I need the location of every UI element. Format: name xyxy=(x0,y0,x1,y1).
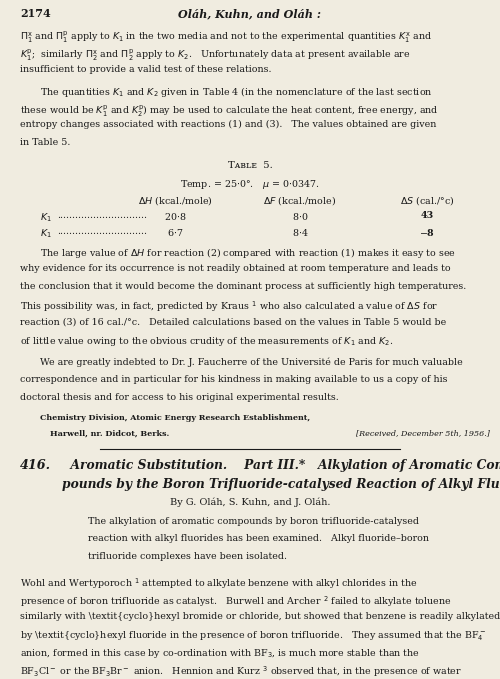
Text: 43: 43 xyxy=(421,211,434,220)
Text: in Table 5.: in Table 5. xyxy=(20,138,70,147)
Text: these would be $K_1^{\rm p}$ and $K_2^{\rm p}$) may be used to calculate the hea: these would be $K_1^{\rm p}$ and $K_2^{\… xyxy=(20,103,438,119)
Text: Harwell, nr. Didcot, Berks.: Harwell, nr. Didcot, Berks. xyxy=(50,429,169,437)
Text: the conclusion that it would become the dominant process at sufficiently high te: the conclusion that it would become the … xyxy=(20,282,466,291)
Text: We are greatly indebted to Dr. J. Faucherre of the Université de Paris for much : We are greatly indebted to Dr. J. Fauche… xyxy=(40,358,463,367)
Text: of little value owing to the obvious crudity of the measurements of $K_1$ and $K: of little value owing to the obvious cru… xyxy=(20,335,394,348)
Text: trifluoride complexes have been isolated.: trifluoride complexes have been isolated… xyxy=(88,552,286,561)
Text: [Received, December 5th, 1956.]: [Received, December 5th, 1956.] xyxy=(356,429,490,437)
Text: $-$8: $-$8 xyxy=(420,227,436,238)
Text: The large value of $\Delta H$ for reaction (2) compared with reaction (1) makes : The large value of $\Delta H$ for reacti… xyxy=(40,246,456,261)
Text: $K_1$: $K_1$ xyxy=(40,227,52,240)
Text: doctoral thesis and for access to his original experimental results.: doctoral thesis and for access to his or… xyxy=(20,393,339,402)
Text: Oláh, Kuhn, and Oláh :: Oláh, Kuhn, and Oláh : xyxy=(178,8,322,19)
Text: $\Delta H$ (kcal./mole): $\Delta H$ (kcal./mole) xyxy=(138,194,212,207)
Text: reaction with alkyl fluorides has been examined.   Alkyl fluoride–boron: reaction with alkyl fluorides has been e… xyxy=(88,534,428,543)
Text: The alkylation of aromatic compounds by boron trifluoride-catalysed: The alkylation of aromatic compounds by … xyxy=(88,517,418,526)
Text: The quantities $K_1$ and $K_2$ given in Table 4 (in the nomenclature of the last: The quantities $K_1$ and $K_2$ given in … xyxy=(40,85,432,99)
Text: $\Delta F$ (kcal./mole): $\Delta F$ (kcal./mole) xyxy=(264,194,336,207)
Text: BF$_3$Cl$^-$ or the BF$_3$Br$^-$ anion.   Hennion and Kurz $^3$ observed that, i: BF$_3$Cl$^-$ or the BF$_3$Br$^-$ anion. … xyxy=(20,665,462,679)
Text: insufficient to provide a valid test of these relations.: insufficient to provide a valid test of … xyxy=(20,65,272,73)
Text: Temp. = 25$\cdot$0°.   $\mu$ = 0$\cdot$0347.: Temp. = 25$\cdot$0°. $\mu$ = 0$\cdot$034… xyxy=(180,178,320,191)
Text: 8$\cdot$4: 8$\cdot$4 xyxy=(292,227,308,238)
Text: $K_1$: $K_1$ xyxy=(40,211,52,223)
Text: presence of boron trifluoride as catalyst.   Burwell and Archer $^2$ failed to a: presence of boron trifluoride as catalys… xyxy=(20,594,452,609)
Text: anion, formed in this case by co-ordination with BF$_3$, is much more stable tha: anion, formed in this case by co-ordinat… xyxy=(20,647,420,660)
Text: correspondence and in particular for his kindness in making available to us a co: correspondence and in particular for his… xyxy=(20,375,448,384)
Text: Chemistry Division, Atomic Energy Research Establishment,: Chemistry Division, Atomic Energy Resear… xyxy=(40,414,310,422)
Text: Aromatic Substitution.    Part III.*   Alkylation of Aromatic Com-: Aromatic Substitution. Part III.* Alkyla… xyxy=(62,459,500,472)
Text: $\Pi_1^{\rm x}$ and $\Pi_1^{\rm p}$ apply to $K_1$ in the two media and not to t: $\Pi_1^{\rm x}$ and $\Pi_1^{\rm p}$ appl… xyxy=(20,29,432,45)
Text: ..............................: .............................. xyxy=(58,211,148,220)
Text: By G. Oláh, S. Kuhn, and J. Oláh.: By G. Oláh, S. Kuhn, and J. Oláh. xyxy=(170,497,330,507)
Text: similarly with \textit{cyclo}hexyl bromide or chloride, but showed that benzene : similarly with \textit{cyclo}hexyl bromi… xyxy=(20,612,500,621)
Text: This possibility was, in fact, predicted by Kraus $^1$ who also calculated a val: This possibility was, in fact, predicted… xyxy=(20,299,438,314)
Text: ..............................: .............................. xyxy=(58,227,148,236)
Text: pounds by the Boron Trifluoride-catalysed Reaction of Alkyl Fluorides.: pounds by the Boron Trifluoride-catalyse… xyxy=(62,478,500,491)
Text: $\Delta S$ (cal./°c): $\Delta S$ (cal./°c) xyxy=(400,194,455,207)
Text: why evidence for its occurrence is not readily obtained at room temperature and : why evidence for its occurrence is not r… xyxy=(20,264,450,273)
Text: $K_1^{\rm p}$;  similarly $\Pi_2^{\rm x}$ and $\Pi_2^{\rm p}$ apply to $K_2$.   : $K_1^{\rm p}$; similarly $\Pi_2^{\rm x}$… xyxy=(20,47,410,63)
Text: 6$\cdot$7: 6$\cdot$7 xyxy=(167,227,183,238)
Text: entropy changes associated with reactions (1) and (3).   The values obtained are: entropy changes associated with reaction… xyxy=(20,120,436,130)
Text: 416.: 416. xyxy=(20,459,51,472)
Text: Wohl and Wertyporoch $^1$ attempted to alkylate benzene with alkyl chlorides in : Wohl and Wertyporoch $^1$ attempted to a… xyxy=(20,576,417,591)
Text: by \textit{cyclo}hexyl fluoride in the presence of boron trifluoride.   They ass: by \textit{cyclo}hexyl fluoride in the p… xyxy=(20,629,486,643)
Text: reaction (3) of 16 cal./°c.   Detailed calculations based on the values in Table: reaction (3) of 16 cal./°c. Detailed cal… xyxy=(20,317,446,326)
Text: Tᴀʙʟᴇ  5.: Tᴀʙʟᴇ 5. xyxy=(228,161,272,170)
Text: 2174: 2174 xyxy=(20,8,51,19)
Text: 8$\cdot$0: 8$\cdot$0 xyxy=(292,211,308,222)
Text: 20$\cdot$8: 20$\cdot$8 xyxy=(164,211,186,222)
